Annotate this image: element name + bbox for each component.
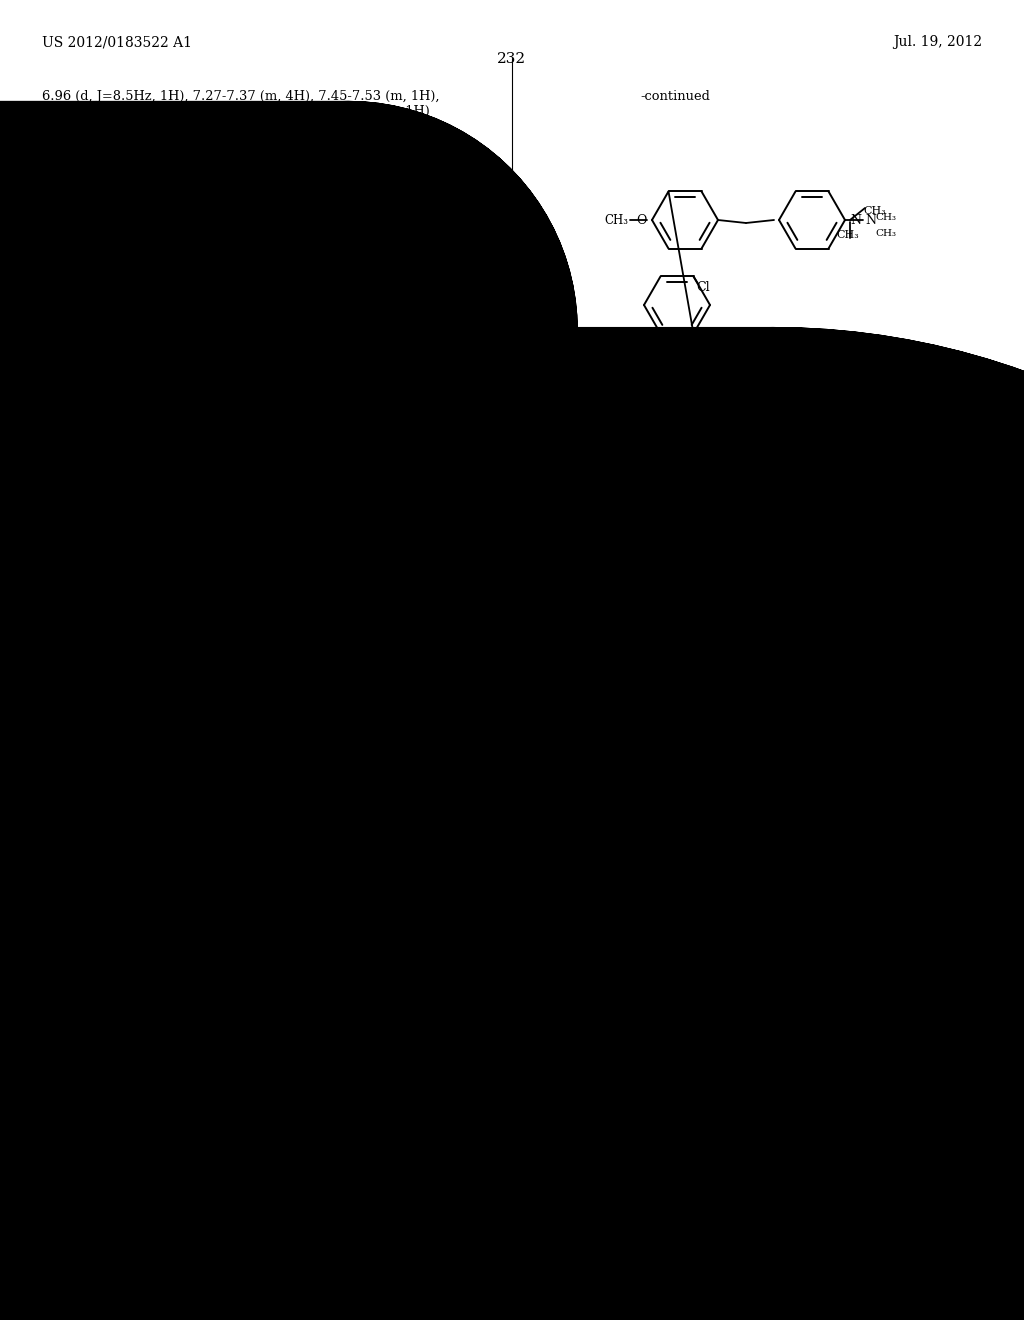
Text: CH₃: CH₃ xyxy=(120,314,144,326)
Text: CH₃: CH₃ xyxy=(874,230,896,239)
Text: P-172: P-172 xyxy=(322,590,358,603)
Text: [1130]    1-(3’-Acetyl-6-methoxy-biphenyl-3-ylmethyl)-
pyrrolidin-2-one (P172). : [1130] 1-(3’-Acetyl-6-methoxy-biphenyl-3… xyxy=(42,620,452,888)
Text: Br: Br xyxy=(730,1047,745,1060)
Text: -continued: -continued xyxy=(640,90,710,103)
Text: Preparation of P-172: Preparation of P-172 xyxy=(186,186,326,199)
Text: CH₃: CH₃ xyxy=(874,214,896,223)
Text: CH₃: CH₃ xyxy=(600,1048,624,1061)
Text: [1132]    Synthesis of [4-(3’-Chloro-6-methoxy-biphenyl-3-
ylmethyl)-phenyl]-dim: [1132] Synthesis of [4-(3’-Chloro-6-meth… xyxy=(530,389,934,657)
Text: N: N xyxy=(850,214,861,227)
Text: Preparation of P-246: Preparation of P-246 xyxy=(698,939,838,950)
Text: Example 362: Example 362 xyxy=(212,920,300,933)
Text: NH: NH xyxy=(919,1047,941,1060)
Text: N: N xyxy=(865,214,876,227)
Text: [1133]    ¹H NMR (400 MHz, CDCl₃) 3.14 (s, 6H), 3.80 (s,
3H), 3.99 (s, 2H), 6.92: [1133] ¹H NMR (400 MHz, CDCl₃) 3.14 (s, … xyxy=(530,861,921,917)
Text: I-154: I-154 xyxy=(199,1175,231,1188)
Text: Example 361: Example 361 xyxy=(212,168,300,181)
Text: O: O xyxy=(312,449,323,462)
Text: CH₃: CH₃ xyxy=(790,1048,814,1061)
Text: Cl: Cl xyxy=(696,281,710,294)
Text: O: O xyxy=(822,1048,833,1061)
Text: O: O xyxy=(637,214,647,227)
Text: 232: 232 xyxy=(498,51,526,66)
Text: O: O xyxy=(633,1048,643,1061)
Text: N: N xyxy=(287,288,298,301)
Text: S: S xyxy=(950,1047,958,1060)
Text: O: O xyxy=(153,314,163,326)
Text: O: O xyxy=(495,458,506,471)
Text: Cl: Cl xyxy=(694,1117,708,1130)
Text: [1134]: [1134] xyxy=(530,960,580,973)
Text: P-246: P-246 xyxy=(847,1185,884,1199)
Text: CH₃: CH₃ xyxy=(837,230,859,240)
Text: P-241: P-241 xyxy=(682,360,718,374)
Text: Cl: Cl xyxy=(884,1117,898,1130)
Text: CH₃: CH₃ xyxy=(280,449,304,462)
Text: [1129]: [1129] xyxy=(42,209,91,220)
Text: US 2012/0183522 A1: US 2012/0183522 A1 xyxy=(42,36,193,49)
Text: CH₃: CH₃ xyxy=(604,214,628,227)
Text: Example 363: Example 363 xyxy=(724,920,812,933)
Text: [1131]: [1131] xyxy=(42,960,91,973)
Text: O: O xyxy=(168,1048,178,1061)
Text: 6.96 (d, J=8.5Hz, 1H), 7.27-7.37 (m, 4H), 7.45-7.53 (m, 1H),
7.69 (d, J=7.8 Hz, : 6.96 (d, J=8.5Hz, 1H), 7.27-7.37 (m, 4H)… xyxy=(42,90,439,133)
Text: CH₃: CH₃ xyxy=(863,206,886,216)
Text: I-181: I-181 xyxy=(194,385,226,399)
Text: I-145: I-145 xyxy=(664,1175,696,1188)
Text: N: N xyxy=(447,422,458,436)
Text: O: O xyxy=(286,532,296,545)
Text: CH₃: CH₃ xyxy=(135,1048,159,1061)
Text: Jul. 19, 2012: Jul. 19, 2012 xyxy=(893,36,982,49)
Text: O: O xyxy=(329,508,339,521)
Text: O: O xyxy=(335,323,345,337)
Text: O: O xyxy=(953,1035,965,1048)
Text: Br: Br xyxy=(168,322,183,335)
Text: Br: Br xyxy=(265,1047,281,1060)
Text: Cl: Cl xyxy=(229,1117,243,1130)
Text: Preparation of P-241: Preparation of P-241 xyxy=(186,939,326,950)
